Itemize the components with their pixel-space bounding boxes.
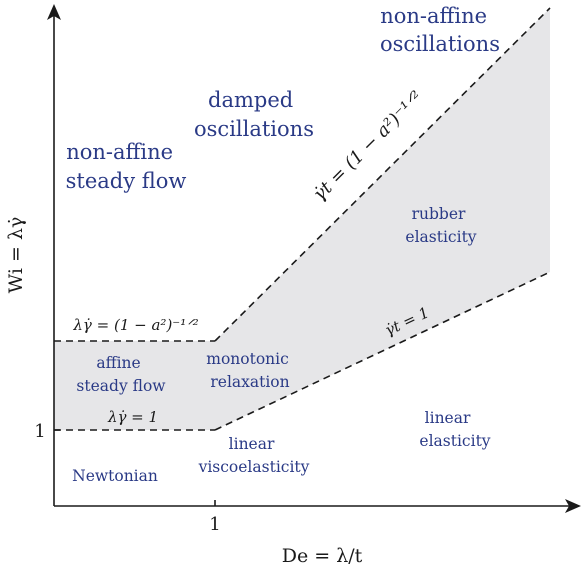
- equation-upper-horizontal: λγ̇ = (1 − a²)⁻¹ᐟ²: [72, 316, 198, 334]
- boundary-upper-diagonal: [214, 7, 551, 342]
- region-label-rubber-elasticity: rubber elasticity: [405, 205, 476, 246]
- boundary-lower-diagonal: [214, 271, 551, 431]
- region-label-non-affine-oscillations: non-affine oscillations: [380, 4, 500, 56]
- y-axis-label: Wi = λγ̇: [5, 217, 27, 294]
- region-label-damped-oscillations: damped oscillations: [194, 88, 314, 141]
- region-label-affine-steady-flow: affine steady flow: [76, 354, 166, 395]
- equation-lower-horizontal: λγ̇ = 1: [107, 408, 158, 426]
- region-label-non-affine-steady-flow: non-affine steady flow: [66, 140, 187, 193]
- shaded-region-affine: [54, 341, 215, 430]
- y-axis-arrow-icon: [47, 4, 61, 20]
- region-label-newtonian: Newtonian: [72, 467, 158, 485]
- x-axis-label: De = λ/t: [282, 545, 363, 567]
- region-label-monotonic-relaxation: monotonic relaxation: [206, 350, 293, 391]
- shaded-region-upper: [215, 8, 550, 430]
- x-axis-arrow-icon: [565, 499, 581, 513]
- region-label-linear-elasticity: linear elasticity: [419, 409, 490, 450]
- region-label-linear-viscoelasticity: linear viscoelasticity: [198, 435, 310, 476]
- y-tick-label: 1: [34, 421, 45, 442]
- x-tick-label: 1: [209, 514, 220, 535]
